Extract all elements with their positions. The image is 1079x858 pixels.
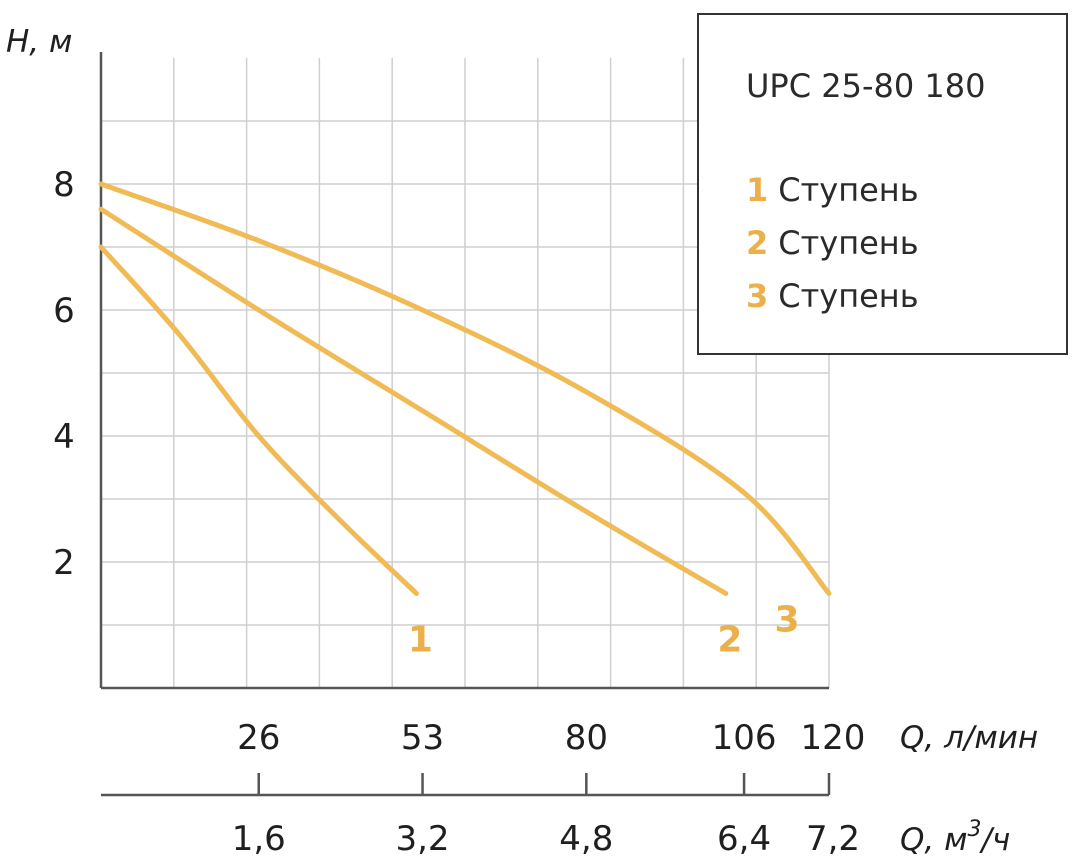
x2-tick-labels: 1,6 3,2 4,8 6,4 7,2 [232,819,860,858]
curve-label-3: 3 [774,600,799,641]
y-tick-label: 2 [53,543,75,583]
x-axis-title: Q, л/мин [900,720,1038,756]
grid [101,58,830,688]
x2-tick-label: 4,8 [559,819,613,858]
x-tick-label: 80 [565,718,608,758]
curve-label-1: 1 [408,620,433,661]
x-tick-label: 53 [401,718,444,758]
curve-1 [98,244,419,596]
x-tick-labels: 26 53 80 106 120 [237,718,865,758]
curve-2 [98,206,729,596]
x2-tick-label: 3,2 [395,819,449,858]
legend-number-2: 2 [746,224,769,262]
legend-text-2: Ступень [778,224,919,262]
y-tick-label: 6 [53,291,75,331]
x2-tick-label: 1,6 [232,819,286,858]
legend-number-1: 1 [746,171,769,209]
x2-axis-title-sup: 3 [968,817,982,842]
legend-number-3: 3 [746,277,769,315]
y-tick-labels: 2 4 6 8 [53,165,75,583]
legend: UPC 25-80 180 1 Ступень 2 Ступень 3 Ступень [697,13,1068,355]
y-axis-title: H, м [6,24,72,60]
curve-label-2: 2 [717,620,742,661]
x2-tick-marks [257,773,831,795]
legend-text-1: Ступень [778,171,919,209]
axes [99,52,829,797]
y-tick-label: 8 [53,165,75,205]
legend-item-3: 3 Ступень [746,277,919,315]
curves [98,181,832,596]
legend-title: UPC 25-80 180 [746,67,986,105]
x-tick-label: 26 [237,718,280,758]
x2-tick-label: 7,2 [806,819,860,858]
legend-text-3: Ступень [778,277,919,315]
y-tick-label: 4 [53,417,75,457]
x-tick-label: 120 [801,718,866,758]
x-tick-label: 106 [712,718,777,758]
x2-axis-title-tail: /ч [979,822,1011,858]
legend-item-1: 1 Ступень [746,171,919,209]
curve-3 [98,181,832,596]
x2-axis-title-base: Q, м [900,822,968,858]
x2-tick-label: 6,4 [717,819,771,858]
legend-item-2: 2 Ступень [746,224,919,262]
x2-axis-title: Q, м3/ч [900,817,1010,858]
